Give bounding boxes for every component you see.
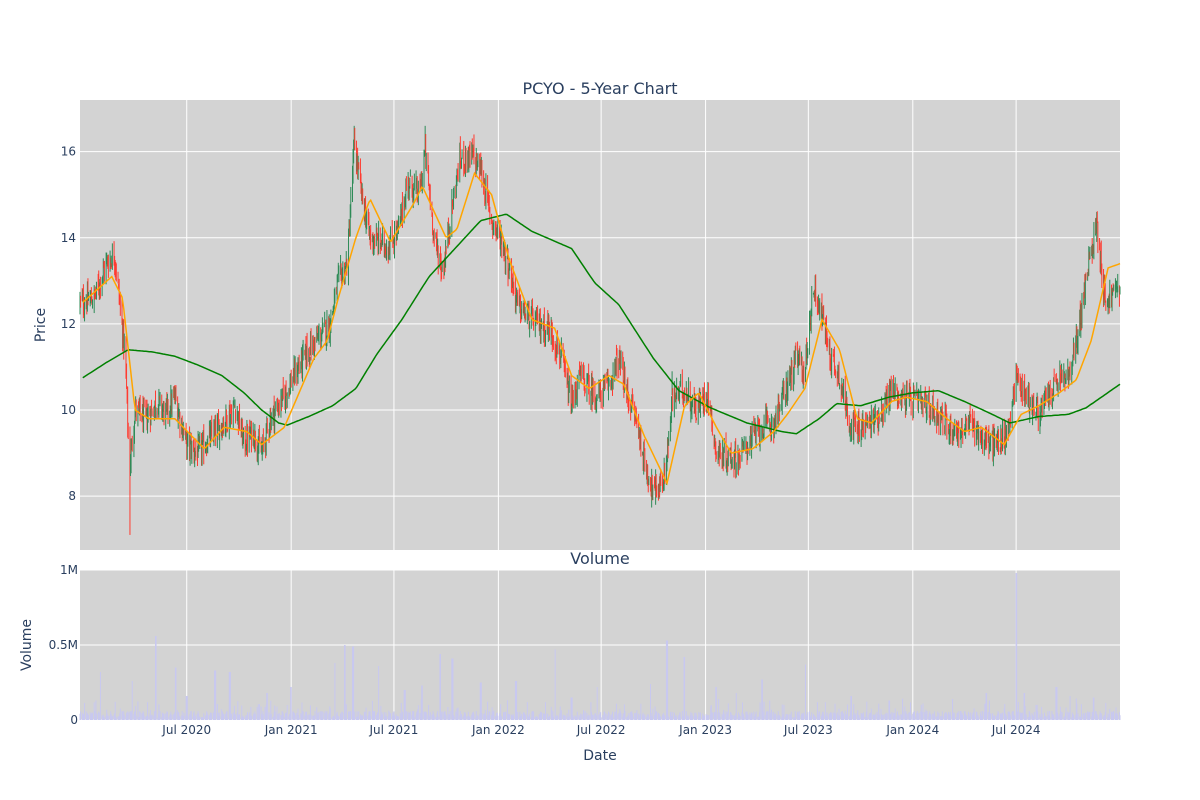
volume-bars bbox=[79, 573, 1121, 720]
price-plot-area[interactable] bbox=[80, 100, 1120, 550]
volume-y-ticks: 0 0.5M 1M bbox=[49, 563, 78, 727]
price-y-tick-label: 10 bbox=[61, 403, 76, 417]
price-y-tick-label: 14 bbox=[61, 231, 76, 245]
x-tick-label: Jan 2022 bbox=[471, 723, 525, 737]
volume-y-tick-label: 1M bbox=[60, 563, 78, 577]
moving-average-lines bbox=[82, 171, 1121, 486]
volume-title: Volume bbox=[570, 549, 630, 568]
chart-title: PCYO - 5-Year Chart bbox=[523, 79, 678, 98]
x-tick-label: Jul 2020 bbox=[161, 723, 211, 737]
price-y-tick-label: 12 bbox=[61, 317, 76, 331]
x-tick-label: Jul 2024 bbox=[991, 723, 1041, 737]
x-axis-title: Date bbox=[583, 748, 616, 764]
price-y-tick-label: 16 bbox=[61, 145, 76, 159]
price-y-axis-title: Price bbox=[33, 308, 49, 342]
x-tick-label: Jan 2021 bbox=[264, 723, 318, 737]
x-tick-label: Jul 2023 bbox=[783, 723, 833, 737]
volume-y-tick-label: 0.5M bbox=[49, 638, 78, 652]
volume-y-tick-label: 0 bbox=[70, 713, 78, 727]
price-gridlines bbox=[80, 100, 1120, 550]
moving-average-short-line bbox=[82, 171, 1121, 486]
x-axis-ticks: Jul 2020 Jan 2021 Jul 2021 Jan 2022 Jul 2022… bbox=[161, 723, 1040, 737]
volume-y-axis-title: Volume bbox=[19, 619, 35, 671]
x-tick-label: Jul 2022 bbox=[576, 723, 626, 737]
x-tick-label: Jan 2023 bbox=[678, 723, 732, 737]
x-tick-label: Jul 2021 bbox=[369, 723, 419, 737]
x-tick-label: Jan 2024 bbox=[885, 723, 939, 737]
moving-average-long-line bbox=[82, 213, 1121, 435]
price-y-tick-label: 8 bbox=[68, 489, 76, 503]
price-y-ticks: 8 10 12 14 16 bbox=[61, 145, 76, 503]
